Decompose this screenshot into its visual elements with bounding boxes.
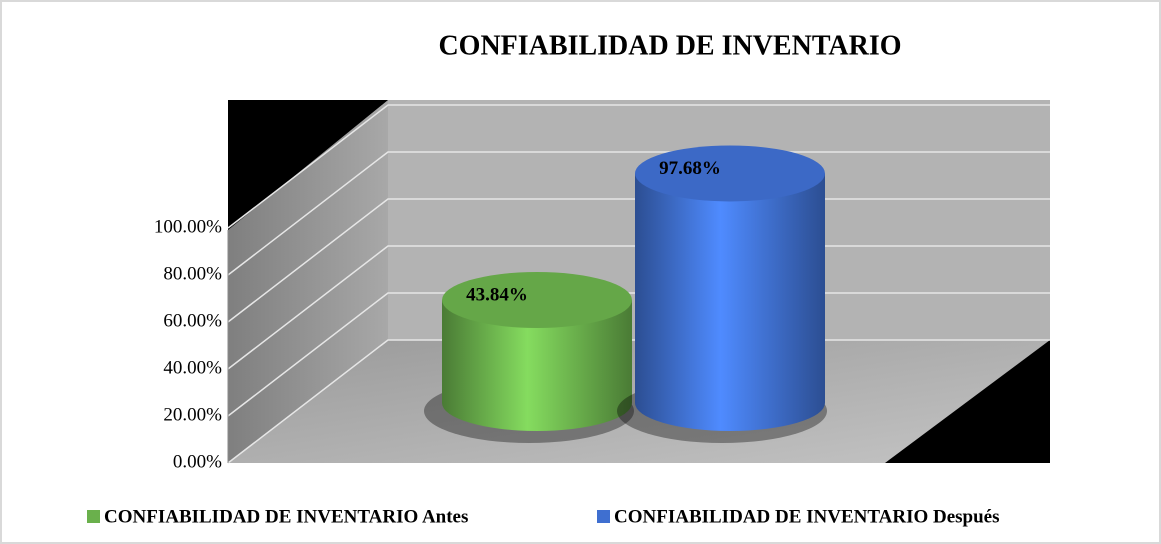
cylinder xyxy=(442,299,632,431)
y-tick-label: 60.00% xyxy=(163,310,222,331)
value-label: 97.68% xyxy=(659,158,721,179)
legend-swatch xyxy=(87,510,100,523)
legend-label: CONFIABILIDAD DE INVENTARIO Después xyxy=(614,506,1000,527)
y-tick-label: 80.00% xyxy=(163,263,222,284)
grid-line xyxy=(227,104,1050,229)
legend-label: CONFIABILIDAD DE INVENTARIO Antes xyxy=(104,506,468,527)
legend-swatch xyxy=(597,510,610,523)
chart-title: CONFIABILIDAD DE INVENTARIO xyxy=(438,30,901,61)
cylinder-top xyxy=(635,145,825,202)
y-tick-label: 0.00% xyxy=(173,451,222,472)
grid-line xyxy=(227,151,1050,276)
y-tick-label: 20.00% xyxy=(163,404,222,425)
cylinder-top xyxy=(442,271,632,328)
value-label: 43.84% xyxy=(466,284,528,305)
side-wall xyxy=(228,100,388,463)
grid-line xyxy=(227,245,1050,370)
grid-line xyxy=(227,339,1050,464)
cylinder xyxy=(635,173,825,431)
grid-line xyxy=(227,292,1050,417)
y-tick-label: 40.00% xyxy=(163,357,222,378)
grid-line xyxy=(227,198,1050,323)
y-tick-label: 100.00% xyxy=(154,216,222,237)
